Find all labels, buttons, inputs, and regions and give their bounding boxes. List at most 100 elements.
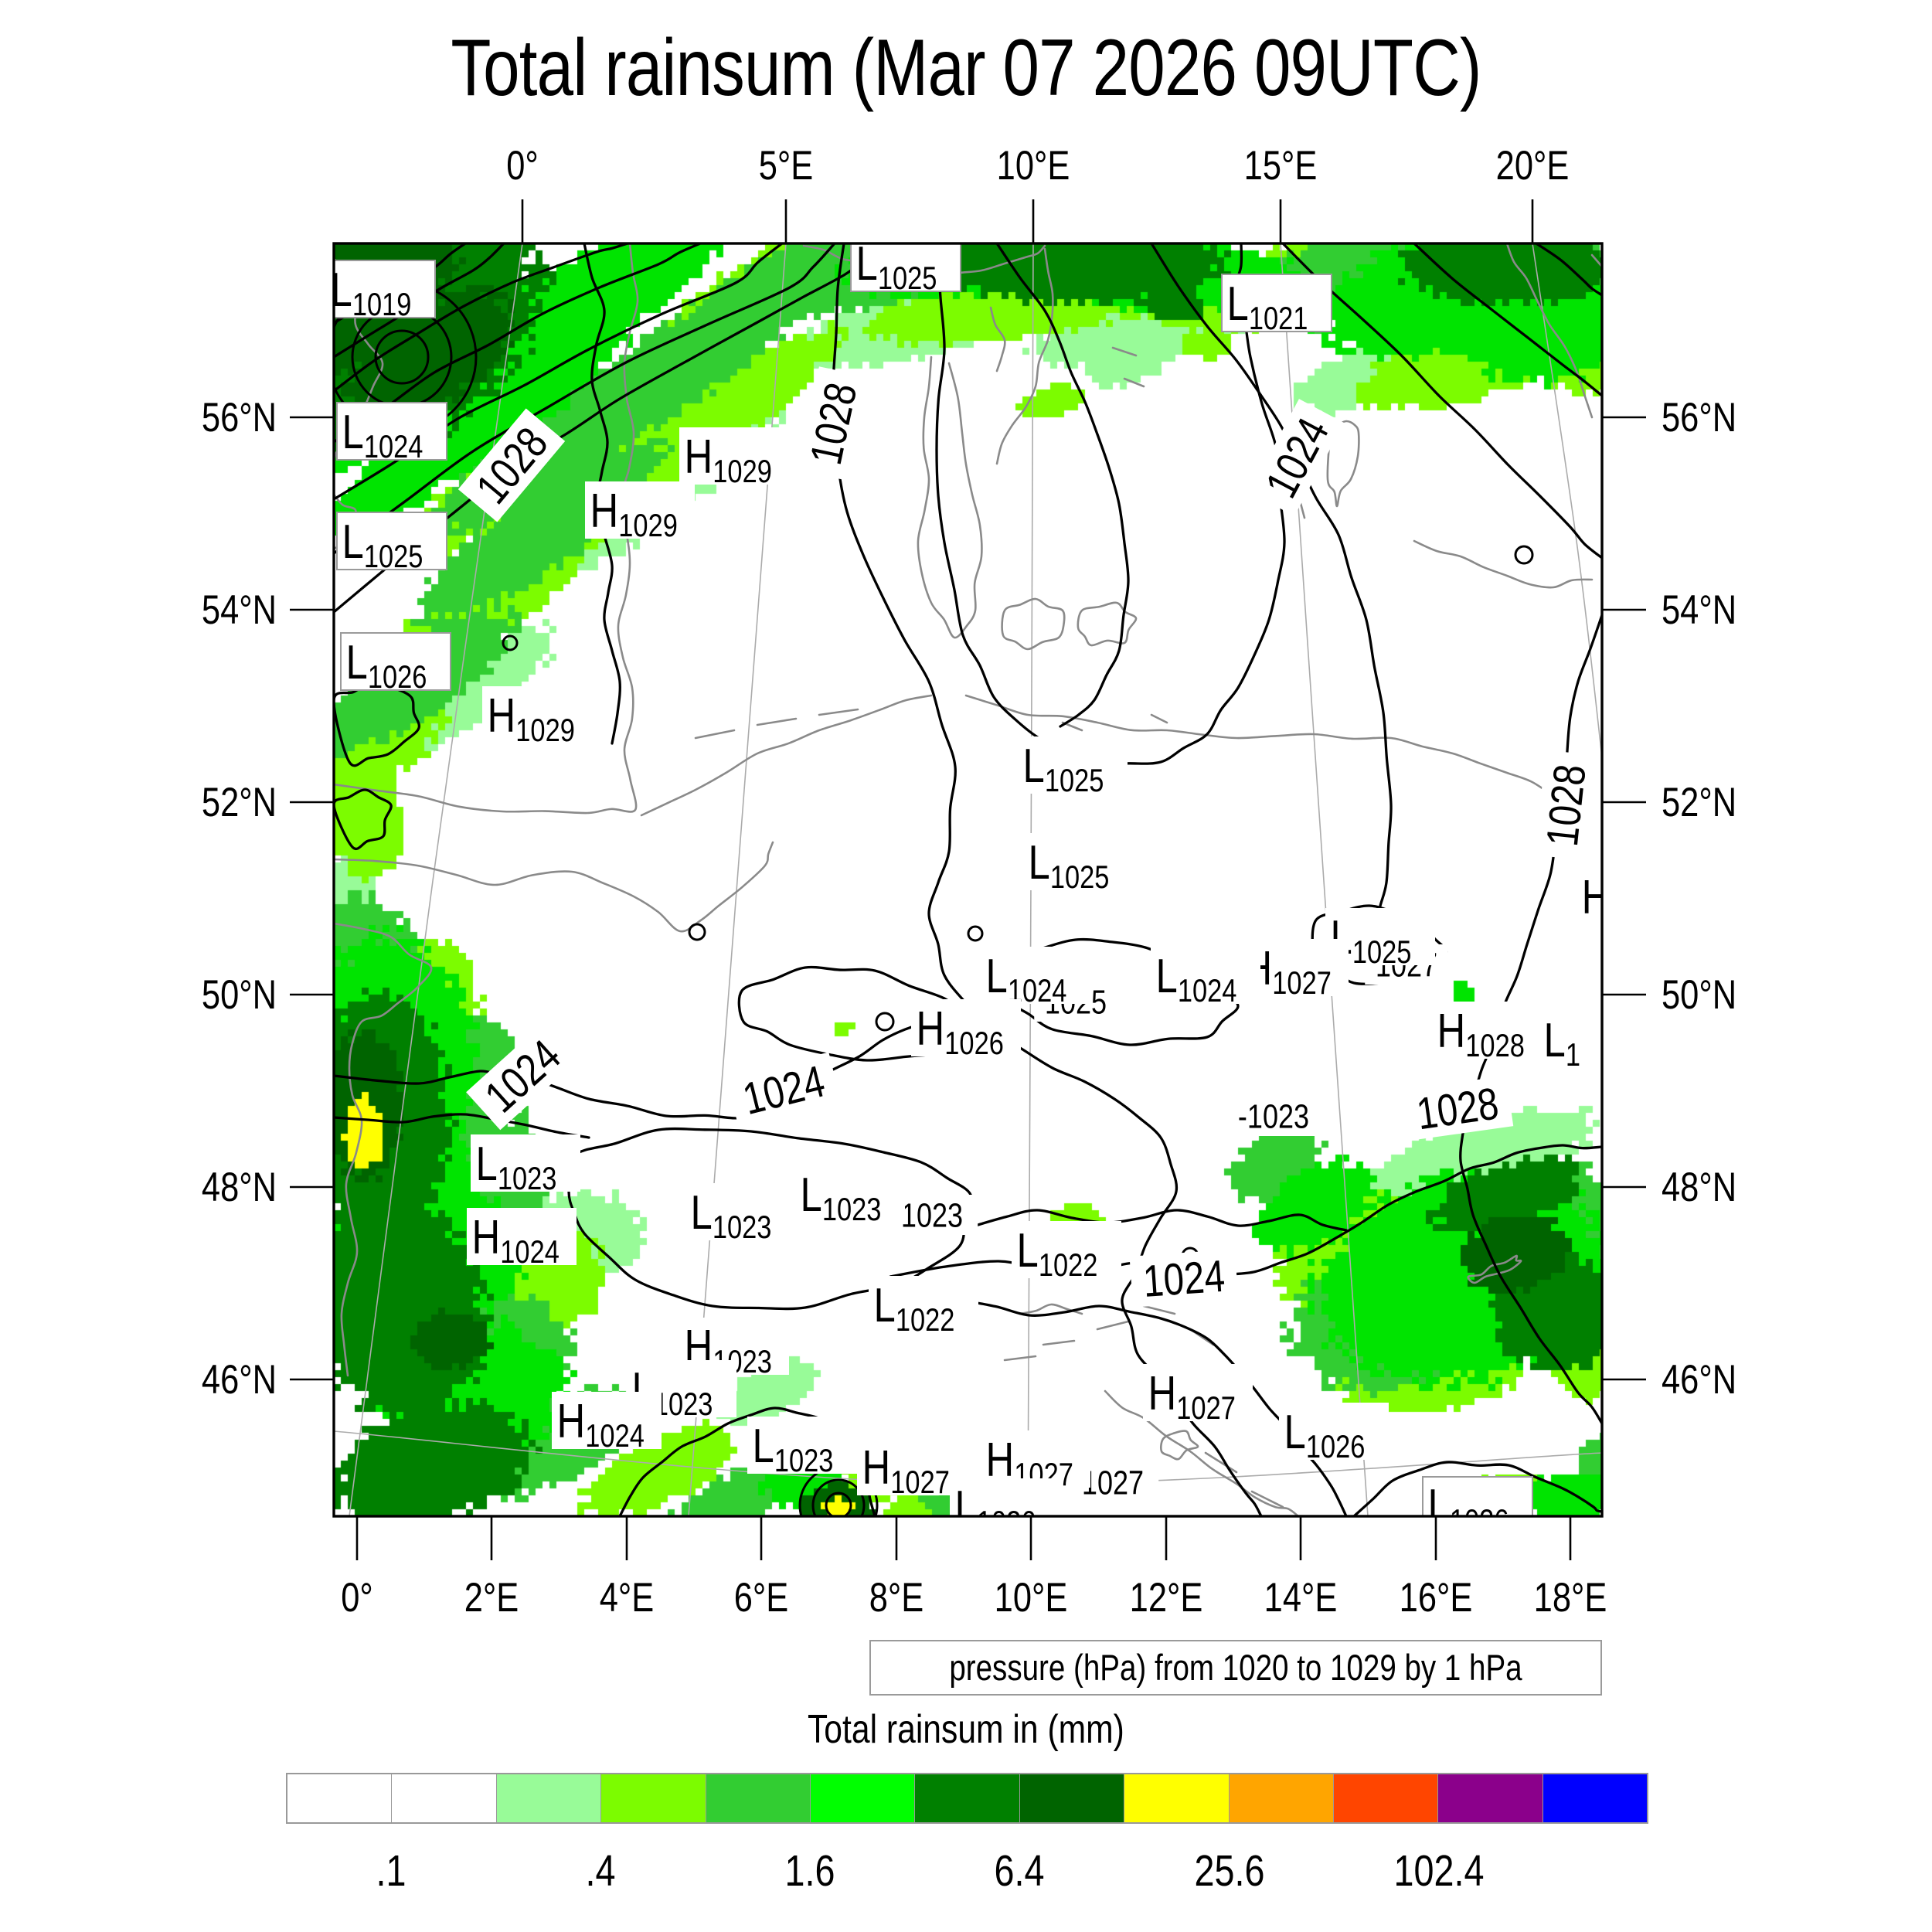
coastline (756, 717, 798, 726)
pressure-contour (334, 243, 702, 444)
pressure-label-text: H1029 (488, 689, 575, 749)
contour-label-mask (1129, 1249, 1239, 1308)
high-pressure-label: H1029 (679, 427, 789, 490)
colorbar-cell (496, 1774, 602, 1822)
pressure-contour (566, 1127, 973, 1311)
low-pressure-label: L1023 (471, 1134, 580, 1197)
low-pressure-label: L1026 (340, 632, 451, 696)
pressure-label-mask (1432, 1002, 1542, 1059)
coastline (1104, 1389, 1300, 1516)
pressure-caption-text: pressure (hPa) from 1020 to 1029 by 1 hP… (949, 1647, 1522, 1688)
pressure-label-text: L1025 (342, 515, 423, 575)
coastline (1142, 1304, 1176, 1315)
contour-label-text: 1028 (1413, 1079, 1502, 1140)
contour-label: 1024 (726, 1052, 842, 1128)
pressure-label-mask (747, 1417, 857, 1474)
bottom-axis-label: 2°E (464, 1575, 519, 1621)
right-axis-label: 56°N (1662, 395, 1736, 440)
pressure-label-box (334, 260, 436, 318)
graticule-line (1280, 243, 1369, 1516)
pressure-label-box (850, 243, 961, 292)
contour-ring (875, 1012, 895, 1032)
bottom-axis-label: 0° (341, 1575, 373, 1621)
colorbar-tick-label-text: 25.6 (1194, 1846, 1265, 1896)
pressure-contour (334, 243, 505, 359)
contour-ring (1514, 545, 1534, 565)
pressure-label-mask (552, 1392, 662, 1449)
contour-label-mask (466, 1021, 579, 1131)
pressure-label-text: H1029 (590, 485, 678, 544)
page-title-text: Total rainsum (Mar 07 2026 09UTC) (451, 23, 1481, 113)
contour-label: 1028 (457, 408, 566, 522)
colorbar-cell (706, 1774, 811, 1822)
high-pressure-label: H1027 (1143, 1364, 1253, 1427)
low-pressure-label: L1025 (850, 237, 961, 297)
coastline (334, 841, 774, 933)
bottom-axis-label: 14°E (1264, 1575, 1338, 1621)
contour-label-text: 1028 (801, 379, 867, 469)
contour-label-mask (457, 408, 566, 522)
pressure-contour (334, 243, 629, 393)
contour-label-mask (726, 1052, 842, 1128)
colorbar-cell (1438, 1774, 1543, 1822)
bottom-axis-label: 10°E (995, 1575, 1068, 1621)
contour-label: -1023 (1223, 1096, 1325, 1136)
contour-label: 1024 (466, 1021, 579, 1131)
top-axis-label: 10°E (997, 143, 1070, 189)
pressure-label-mask (1018, 736, 1128, 794)
pressure-label-text: L1024 (1156, 950, 1237, 1009)
high-pressure-label: H1026 (911, 999, 1021, 1062)
right-axis-label: 50°N (1662, 972, 1736, 1018)
pressure-label-text: H1027 (862, 1441, 950, 1501)
low-pressure-label: L1 (1539, 1011, 1602, 1073)
colorbar-tick-label: 25.6 (1186, 1845, 1272, 1896)
right-axis-label: 48°N (1662, 1165, 1736, 1210)
colorbar-title: Total rainsum in (mm) (0, 1706, 1932, 1753)
axis-ticks (290, 199, 1646, 1560)
contour-label: 1028 (1535, 750, 1597, 861)
coastline (1003, 1355, 1037, 1362)
page-title: Total rainsum (Mar 07 2026 09UTC) (0, 26, 1932, 111)
top-axis-label: 20°E (1496, 143, 1570, 189)
pressure-label-mask (981, 1430, 1090, 1488)
low-pressure-label: L1026 (1422, 1476, 1533, 1516)
pressure-contour (1002, 937, 1240, 1046)
colorbar-cell (1019, 1774, 1125, 1822)
bottom-axis-label: 8°E (869, 1575, 924, 1621)
pressure-contour (974, 1209, 1348, 1232)
coastline (917, 355, 983, 639)
colorbar-cell (287, 1774, 393, 1822)
colorbar-tick-label-text: 6.4 (994, 1846, 1045, 1896)
pressure-label-mask (467, 1208, 577, 1265)
map-interior: 1028102810241028102410241024102810251027… (334, 237, 1602, 1516)
pressure-label-text: L1022 (1017, 1224, 1098, 1284)
bottom-axis-label: 4°E (600, 1575, 655, 1621)
low-pressure-label: L1025 (336, 512, 447, 575)
low-pressure-label: L1025 (1023, 833, 1133, 896)
pressure-contour (1352, 1461, 1602, 1516)
bottom-axis-label: 16°E (1400, 1575, 1473, 1621)
pressure-label-mask (795, 1165, 905, 1223)
low-pressure-label: L1024 (336, 402, 447, 465)
pressure-label-text: L1025 (856, 237, 937, 297)
pressure-label-mask (981, 947, 1090, 1004)
pressure-contour (1535, 243, 1602, 297)
contour-label-mask (1401, 1075, 1514, 1141)
colorbar-cell (810, 1774, 916, 1822)
coastline (640, 694, 933, 817)
left-axis-label: 50°N (202, 972, 277, 1018)
pressure-contour (1150, 243, 1393, 957)
low-pressure-label: L1026 (1279, 1403, 1389, 1465)
coastline (989, 306, 1006, 372)
coastline (1467, 1254, 1522, 1284)
contour-ring (502, 634, 519, 651)
colorbar-cell (1124, 1774, 1230, 1822)
pressure-label-box (1221, 274, 1332, 332)
pressure-contour (334, 243, 836, 555)
coastline (1001, 597, 1066, 651)
pressure-label-mask (1023, 833, 1133, 890)
pressure-contour (334, 1020, 930, 1120)
contour-label-text: 1024 (738, 1056, 829, 1124)
pressure-caption: pressure (hPa) from 1020 to 1029 by 1 hP… (869, 1640, 1602, 1696)
coastline (1160, 1430, 1199, 1461)
